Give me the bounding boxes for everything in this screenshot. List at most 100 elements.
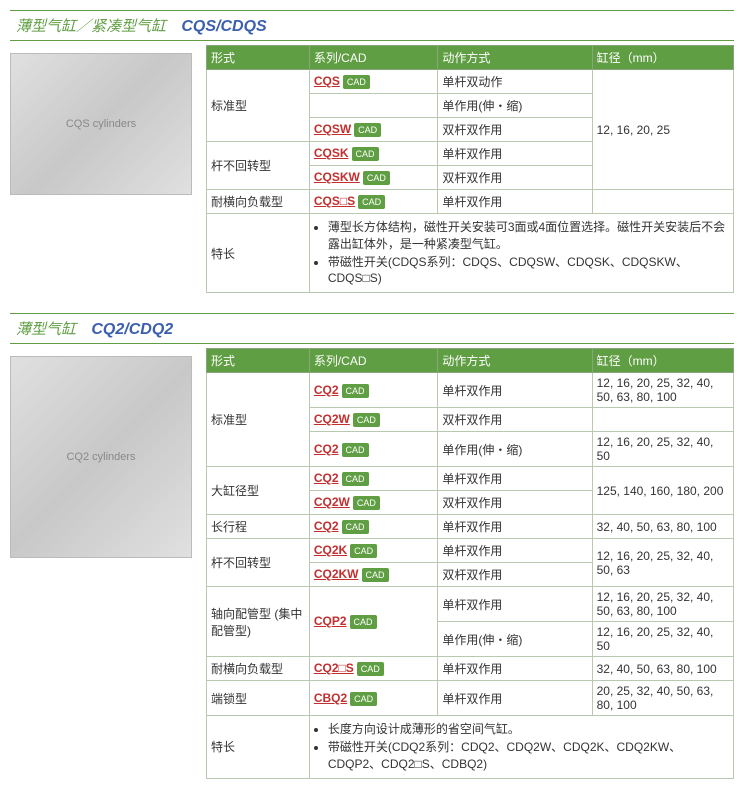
- cell-series: CQSWCAD: [309, 118, 438, 142]
- col-header: 缸径（mm）: [592, 349, 733, 373]
- series-link[interactable]: CQSKW: [314, 170, 360, 184]
- cad-badge[interactable]: CAD: [363, 171, 390, 185]
- cad-badge[interactable]: CAD: [353, 496, 380, 510]
- cell-action: 双杆双作用: [438, 408, 592, 432]
- cell-bore: 32, 40, 50, 63, 80, 100: [592, 515, 733, 539]
- table-row: 长行程CQ2CAD单杆双作用32, 40, 50, 63, 80, 100: [207, 515, 734, 539]
- series-link[interactable]: CQP2: [314, 614, 347, 628]
- cell-form: 杆不回转型: [207, 142, 310, 190]
- cad-badge[interactable]: CAD: [343, 75, 370, 89]
- series-link[interactable]: CQS: [314, 74, 340, 88]
- cell-series: CQSCAD: [309, 70, 438, 94]
- series-link[interactable]: CQ2W: [314, 412, 350, 426]
- cell-feature-label: 特长: [207, 716, 310, 778]
- cell-feature-label: 特长: [207, 214, 310, 293]
- cell-series: CQS□SCAD: [309, 190, 438, 214]
- cad-badge[interactable]: CAD: [342, 472, 369, 486]
- feature-item: 薄型长方体结构，磁性开关安装可3面或4面位置选择。磁性开关安装后不会露出缸体外，…: [328, 219, 729, 253]
- series-link[interactable]: CQ2W: [314, 495, 350, 509]
- table-row: 轴向配管型 (集中配管型)CQP2CAD单杆双作用12, 16, 20, 25,…: [207, 587, 734, 622]
- section2-image-col: CQ2 cylinders: [10, 348, 200, 778]
- cell-bore: 32, 40, 50, 63, 80, 100: [592, 657, 733, 681]
- cad-badge[interactable]: CAD: [362, 568, 389, 582]
- cell-action: 双杆双作用: [438, 563, 592, 587]
- section2-product-image: CQ2 cylinders: [10, 356, 192, 558]
- section2-title: 薄型气缸 CQ2/CDQ2: [10, 313, 734, 344]
- cad-badge[interactable]: CAD: [350, 615, 377, 629]
- cad-badge[interactable]: CAD: [353, 413, 380, 427]
- cad-badge[interactable]: CAD: [358, 195, 385, 209]
- cad-badge[interactable]: CAD: [342, 443, 369, 457]
- cell-action: 单杆双动作: [438, 70, 592, 94]
- cell-action: 单杆双作用: [438, 587, 592, 622]
- series-link[interactable]: CQSK: [314, 146, 349, 160]
- cad-badge[interactable]: CAD: [350, 544, 377, 558]
- cell-series: [309, 94, 438, 118]
- section2-tbody: 标准型CQ2CAD单杆双作用12, 16, 20, 25, 32, 40, 50…: [207, 373, 734, 778]
- cell-form: 标准型: [207, 373, 310, 467]
- table-row: 杆不回转型CQ2KCAD单杆双作用12, 16, 20, 25, 32, 40,…: [207, 539, 734, 563]
- cell-form: 耐横向负载型: [207, 657, 310, 681]
- series-link[interactable]: CQ2: [314, 442, 339, 456]
- feature-row: 特长薄型长方体结构，磁性开关安装可3面或4面位置选择。磁性开关安装后不会露出缸体…: [207, 214, 734, 293]
- col-header: 动作方式: [438, 46, 592, 70]
- cell-series: CQ2WCAD: [309, 491, 438, 515]
- cell-series: CQ2WCAD: [309, 408, 438, 432]
- cad-badge[interactable]: CAD: [342, 384, 369, 398]
- cad-badge[interactable]: CAD: [357, 662, 384, 676]
- section1-title-cn: 薄型气缸／紧凑型气缸: [16, 18, 166, 35]
- cell-action: 单杆双作用: [438, 142, 592, 166]
- cell-action: 单作用(伸・缩): [438, 432, 592, 467]
- cell-bore: 12, 16, 20, 25: [592, 70, 733, 190]
- cell-action: 单杆双作用: [438, 190, 592, 214]
- section2-title-en: CQ2/CDQ2: [91, 321, 173, 338]
- cell-bore: 12, 16, 20, 25, 32, 40, 50, 63, 80, 100: [592, 587, 733, 622]
- table-row: 耐横向负载型 CQ2□SCAD 单杆双作用32, 40, 50, 63, 80, 1…: [207, 657, 734, 681]
- cell-feature-content: 薄型长方体结构，磁性开关安装可3面或4面位置选择。磁性开关安装后不会露出缸体外，…: [309, 214, 733, 293]
- series-link[interactable]: CQ2KW: [314, 567, 359, 581]
- section1-title: 薄型气缸／紧凑型气缸 CQS/CDQS: [10, 10, 734, 41]
- feature-item: 长度方向设计成薄形的省空间气缸。: [328, 721, 729, 738]
- cell-action: 双杆双作用: [438, 166, 592, 190]
- cell-action: 双杆双作用: [438, 491, 592, 515]
- cell-series: CQ2CAD: [309, 432, 438, 467]
- cell-series: CQP2CAD: [309, 587, 438, 657]
- cell-form: 耐横向负载型: [207, 190, 310, 214]
- series-link[interactable]: CQSW: [314, 122, 351, 136]
- cad-badge[interactable]: CAD: [350, 692, 377, 706]
- cell-bore: [592, 190, 733, 214]
- series-link[interactable]: CQ2□S: [314, 661, 354, 675]
- cell-form: 杆不回转型: [207, 539, 310, 587]
- cad-badge[interactable]: CAD: [354, 123, 381, 137]
- section2-table: 形式系列/CAD动作方式缸径（mm） 标准型CQ2CAD单杆双作用12, 16,…: [206, 348, 734, 778]
- cell-bore: 12, 16, 20, 25, 32, 40, 50: [592, 432, 733, 467]
- series-link[interactable]: CQ2: [314, 519, 339, 533]
- col-header: 系列/CAD: [309, 46, 438, 70]
- cell-series: CQSKWCAD: [309, 166, 438, 190]
- series-link[interactable]: CQ2: [314, 471, 339, 485]
- cad-badge[interactable]: CAD: [342, 520, 369, 534]
- section1-table: 形式系列/CAD动作方式缸径（mm） 标准型CQSCAD单杆双动作12, 16,…: [206, 45, 734, 293]
- section2-body: CQ2 cylinders 形式系列/CAD动作方式缸径（mm） 标准型CQ2C…: [10, 348, 734, 778]
- col-header: 系列/CAD: [309, 349, 438, 373]
- cell-action: 单杆双作用: [438, 657, 592, 681]
- cell-form: 大缸径型: [207, 467, 310, 515]
- section2-thead: 形式系列/CAD动作方式缸径（mm）: [207, 349, 734, 373]
- series-link[interactable]: CQ2K: [314, 543, 347, 557]
- cell-feature-content: 长度方向设计成薄形的省空间气缸。带磁性开关(CDQ2系列：CDQ2、CDQ2W、…: [309, 716, 733, 778]
- cell-form: 轴向配管型 (集中配管型): [207, 587, 310, 657]
- cell-bore: 12, 16, 20, 25, 32, 40, 50, 63: [592, 539, 733, 587]
- col-header: 形式: [207, 349, 310, 373]
- col-header: 形式: [207, 46, 310, 70]
- section2-title-cn: 薄型气缸: [16, 321, 76, 338]
- feature-item: 带磁性开关(CDQS系列：CDQS、CDQSW、CDQSK、CDQSKW、CDQ…: [328, 254, 729, 288]
- series-link[interactable]: CBQ2: [314, 691, 347, 705]
- series-link[interactable]: CQS□S: [314, 194, 355, 208]
- cell-bore: 125, 140, 160, 180, 200: [592, 467, 733, 515]
- cell-form: 标准型: [207, 70, 310, 142]
- cell-series: CQ2CAD: [309, 373, 438, 408]
- series-link[interactable]: CQ2: [314, 383, 339, 397]
- table-row: 大缸径型CQ2CAD单杆双作用125, 140, 160, 180, 200: [207, 467, 734, 491]
- section1-tbody: 标准型CQSCAD单杆双动作12, 16, 20, 25单作用(伸・缩)CQSW…: [207, 70, 734, 293]
- cad-badge[interactable]: CAD: [352, 147, 379, 161]
